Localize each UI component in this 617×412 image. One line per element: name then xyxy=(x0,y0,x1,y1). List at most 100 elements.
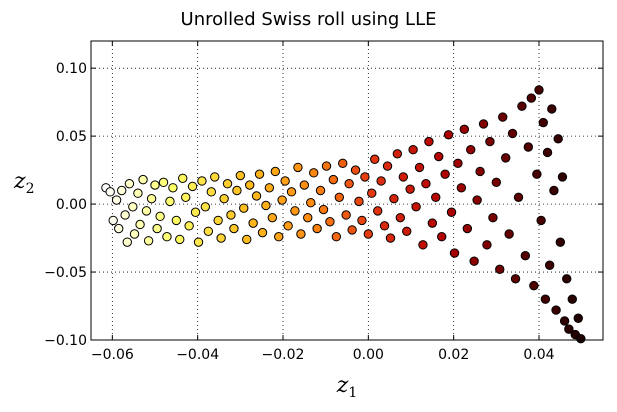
scatter-point xyxy=(222,179,233,189)
scatter-point xyxy=(283,221,293,231)
grid-lines xyxy=(91,41,603,341)
scatter-point xyxy=(135,219,145,230)
scatter-point xyxy=(280,176,290,186)
scatter-point xyxy=(274,232,284,242)
scatter-point xyxy=(495,264,505,275)
scatter-point xyxy=(334,192,345,202)
plot-border xyxy=(90,40,604,341)
scatter-point xyxy=(108,215,118,226)
scatter-point xyxy=(363,229,374,239)
scatter-point xyxy=(564,324,574,334)
scatter-point xyxy=(210,172,220,182)
scatter-point xyxy=(431,192,441,202)
x-tick-label: 0.04 xyxy=(523,347,554,363)
scatter-point xyxy=(114,223,124,234)
y-tick-label: 0.00 xyxy=(56,197,87,213)
scatter-point xyxy=(360,172,370,182)
scatter-point xyxy=(190,207,201,217)
plot-frame xyxy=(90,40,604,341)
scatter-point xyxy=(318,204,329,215)
scatter-point xyxy=(232,185,242,196)
scatter-point xyxy=(491,177,502,188)
scatter-point xyxy=(398,172,409,182)
scatter-point xyxy=(549,185,559,196)
scatter-point xyxy=(557,172,568,182)
scatter-point xyxy=(472,195,482,205)
scatter-point xyxy=(443,130,454,140)
scatter-point xyxy=(338,158,348,169)
scatter-point xyxy=(526,93,537,103)
scatter-point xyxy=(257,227,268,238)
scatter-point xyxy=(459,124,470,135)
scatter-point xyxy=(293,162,303,173)
scatter-point xyxy=(122,237,132,247)
scatter-point xyxy=(270,166,281,177)
scatter-point xyxy=(171,215,182,226)
scatter-point xyxy=(466,145,476,155)
scatter-point xyxy=(523,142,534,152)
scatter-point xyxy=(200,202,211,212)
scatter-point xyxy=(379,221,390,231)
scatter-point xyxy=(261,200,271,211)
scatter-point xyxy=(203,226,214,236)
scatter-point xyxy=(245,180,255,190)
scatter-point xyxy=(488,212,498,223)
scatter-point xyxy=(547,104,557,114)
scatter-point xyxy=(501,153,511,163)
scatter-point xyxy=(354,196,364,207)
x-tick-label: −0.06 xyxy=(91,347,134,363)
scatter-point xyxy=(551,305,561,315)
scatter-point xyxy=(437,232,447,242)
scatter-point xyxy=(392,149,403,159)
scatter-point xyxy=(143,236,154,246)
scatter-point xyxy=(248,218,258,228)
scatter-point xyxy=(507,128,518,139)
x-tick-label: −0.02 xyxy=(262,347,305,363)
scatter-point xyxy=(382,161,393,171)
scatter-point xyxy=(197,176,207,186)
scatter-point xyxy=(449,248,460,258)
scatter-point xyxy=(498,112,508,122)
scatter-point xyxy=(376,176,386,186)
scatter-point xyxy=(162,232,172,242)
y-tick-label: 0.10 xyxy=(56,61,87,77)
scatter-point xyxy=(315,185,326,196)
scatter-point xyxy=(341,210,351,220)
scatter-point xyxy=(117,185,127,196)
scatter-point xyxy=(542,147,553,158)
scatter-point xyxy=(411,202,421,212)
scatter-point xyxy=(105,187,115,197)
scatter-point xyxy=(385,233,396,243)
scatter-point xyxy=(226,210,236,220)
scatter-point xyxy=(576,333,586,344)
scatter-point xyxy=(555,237,566,247)
scatter-point xyxy=(229,223,239,234)
scatter-point xyxy=(434,151,444,162)
scatter-point xyxy=(155,211,165,222)
scatter-point xyxy=(312,223,322,234)
scatter-point xyxy=(510,274,521,284)
scatter-point xyxy=(544,260,555,270)
scatter-point xyxy=(536,215,546,226)
scatter-point xyxy=(184,221,194,231)
scatter-point xyxy=(206,187,217,197)
scatter-point xyxy=(350,165,361,175)
y-tick-label: −0.10 xyxy=(44,333,87,349)
scatter-point xyxy=(529,280,539,291)
chart-title: Unrolled Swiss roll using LLE xyxy=(180,9,437,30)
scatter-point xyxy=(187,181,198,192)
scatter-point xyxy=(513,192,524,202)
scatter-point xyxy=(504,229,514,239)
scatter-point xyxy=(325,217,335,227)
scatter-point xyxy=(168,183,178,193)
y-axis-label: z2 xyxy=(13,169,35,197)
scatter-point xyxy=(296,229,306,239)
scatter-point xyxy=(299,180,310,190)
scatter-point xyxy=(286,187,297,197)
scatter-points xyxy=(101,85,586,344)
scatter-point xyxy=(538,117,548,128)
scatter-point xyxy=(128,202,138,212)
scatter-point xyxy=(553,134,563,144)
scatter-point xyxy=(178,173,188,183)
